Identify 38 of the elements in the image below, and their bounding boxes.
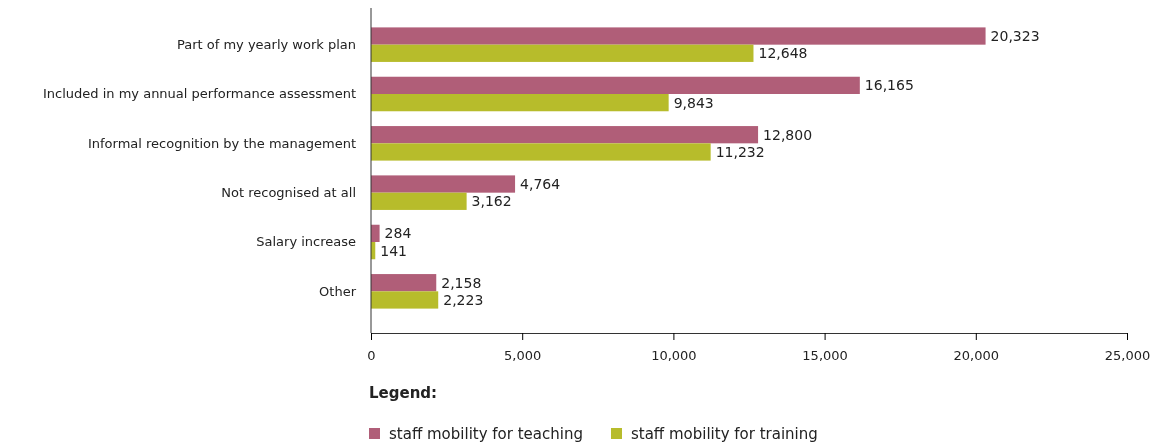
data-label: 12,800 xyxy=(763,126,813,143)
bar xyxy=(371,27,986,45)
bar xyxy=(371,94,669,112)
legend-label: staff mobility for training xyxy=(630,425,818,443)
bar xyxy=(371,76,860,94)
data-label: 2,223 xyxy=(443,291,484,308)
y-tick-label: Included in my annual performance assessment xyxy=(42,86,356,102)
data-label: 284 xyxy=(384,225,412,242)
data-label: 141 xyxy=(380,242,407,259)
data-label: 11,232 xyxy=(715,143,765,160)
legend-title: Legend: xyxy=(369,384,438,402)
x-tick-label: 5,000 xyxy=(504,347,542,363)
bar xyxy=(371,143,711,161)
data-label: 12,648 xyxy=(758,45,808,62)
y-tick-label: Informal recognition by the management xyxy=(87,135,356,151)
y-tick-label: Salary increase xyxy=(256,234,356,250)
y-tick-label: Other xyxy=(319,283,357,299)
x-tick-label: 20,000 xyxy=(953,347,1000,363)
legend-label: staff mobility for teaching xyxy=(389,425,583,443)
bar xyxy=(371,175,516,193)
bar xyxy=(371,44,754,62)
bar xyxy=(371,274,437,292)
data-label: 3,162 xyxy=(471,193,512,210)
data-label: 16,165 xyxy=(864,77,914,94)
y-tick-label: Part of my yearly work plan xyxy=(176,36,356,52)
data-label: 4,764 xyxy=(520,175,561,192)
y-tick-label: Not recognised at all xyxy=(221,184,356,200)
bar xyxy=(371,192,467,210)
x-tick-label: 15,000 xyxy=(802,347,848,363)
x-tick-label: 25,000 xyxy=(1104,347,1151,363)
bar xyxy=(371,126,759,144)
data-label: 2,158 xyxy=(441,274,482,291)
bar xyxy=(371,224,380,242)
x-tick-label: 0 xyxy=(367,347,376,363)
bar xyxy=(371,291,439,309)
x-tick-label: 10,000 xyxy=(651,347,697,363)
data-label: 20,323 xyxy=(990,27,1040,44)
data-label: 9,843 xyxy=(673,94,714,111)
